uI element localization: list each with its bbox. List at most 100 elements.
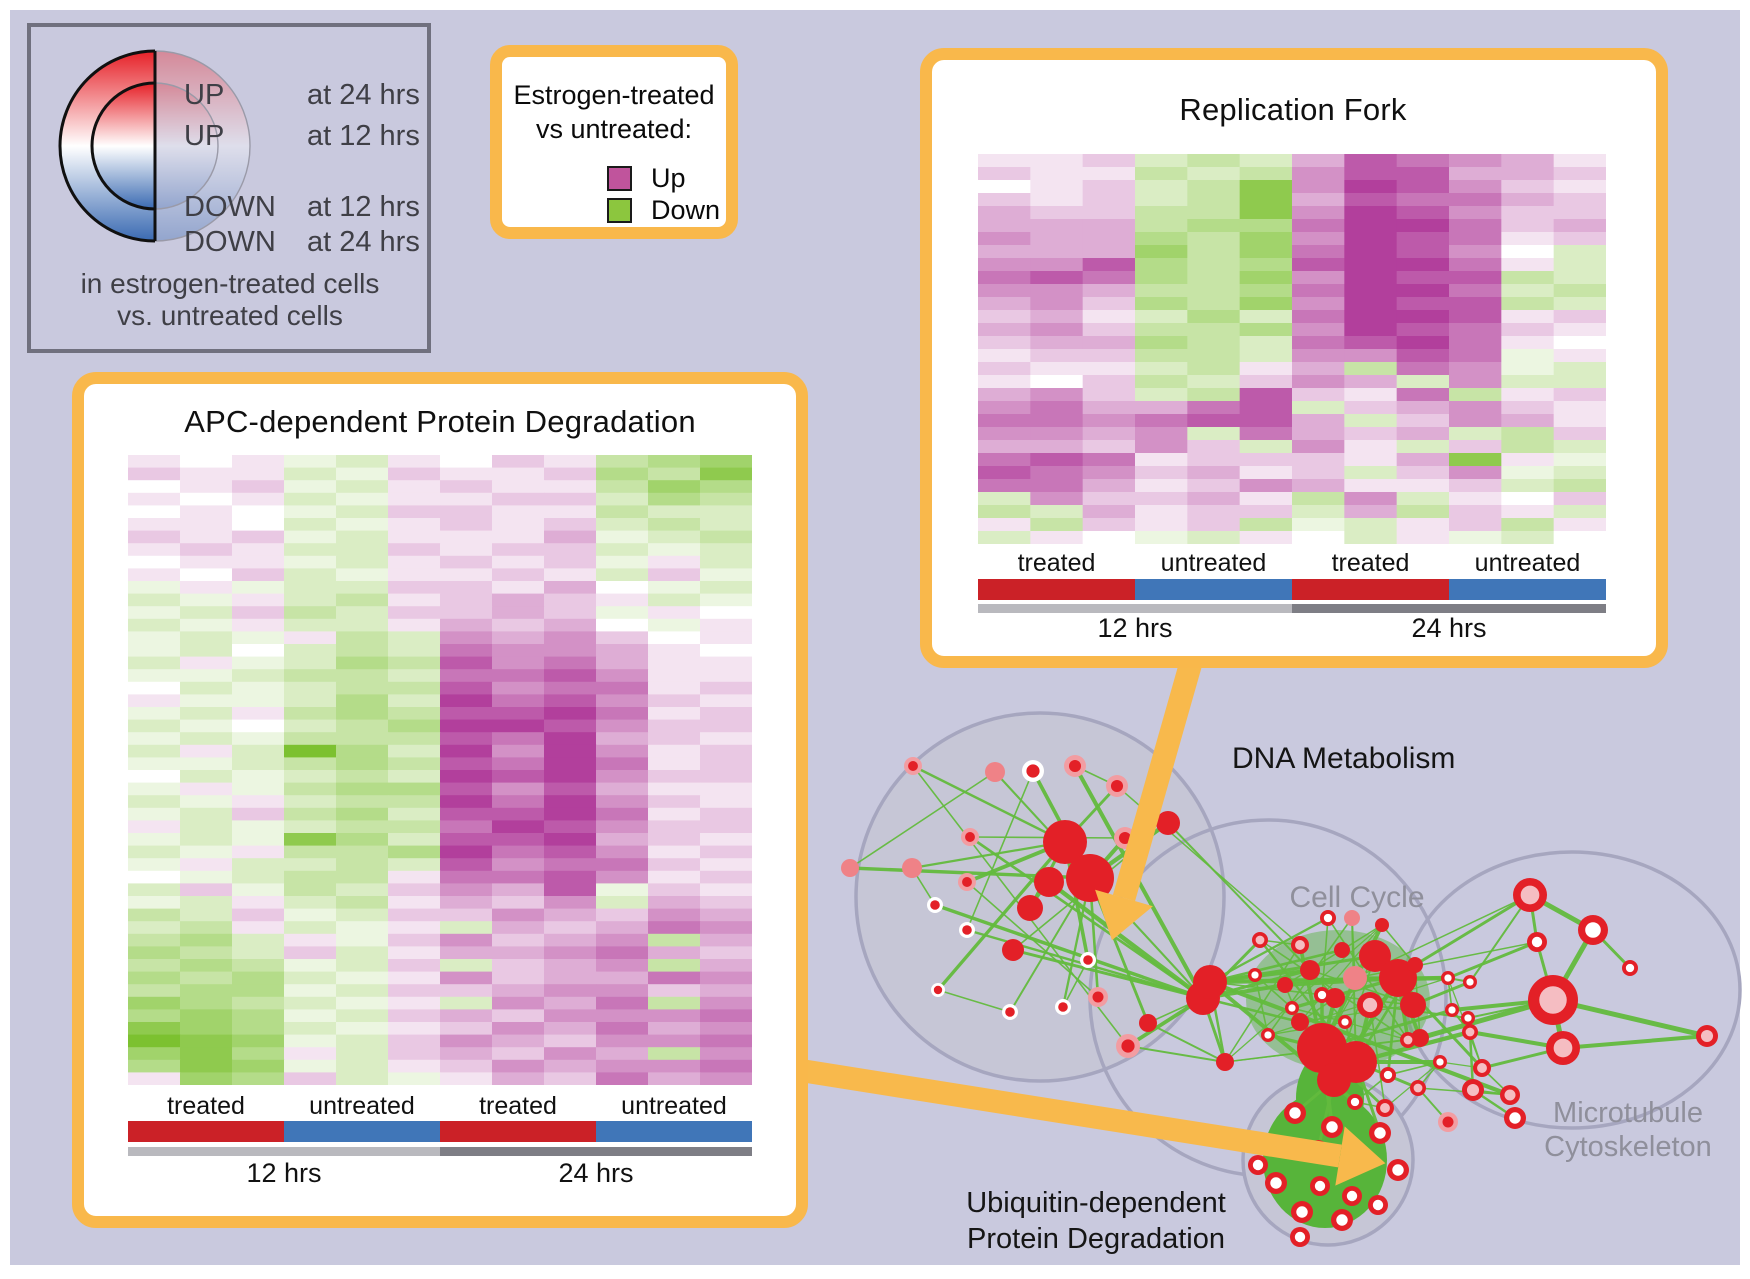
heatmap-cell	[596, 656, 649, 670]
heatmap-cell	[1187, 258, 1241, 272]
heatmap-cell	[544, 530, 597, 544]
heatmap-cell	[440, 984, 493, 998]
heatmap-cell	[180, 543, 233, 557]
heatmap-cell	[232, 1009, 285, 1023]
heatmap-cell	[336, 996, 389, 1010]
heatmap-cell	[492, 644, 545, 658]
heatmap-cell	[232, 694, 285, 708]
heatmap-cell	[284, 870, 337, 884]
heatmap-cell	[180, 631, 233, 645]
heatmap-cell	[700, 618, 752, 632]
heatmap-cell	[978, 388, 1031, 402]
estrogen-color-legend-box	[490, 45, 738, 239]
heatmap-cell	[1553, 440, 1606, 454]
heatmap-cell	[1135, 336, 1188, 350]
heatmap-cell	[1187, 180, 1241, 194]
heatmap-cell	[596, 669, 649, 683]
heatmap-cell	[336, 971, 389, 985]
heatmap-cell	[1082, 180, 1136, 194]
heatmap-cell	[1396, 505, 1450, 519]
heatmap-cell	[128, 883, 181, 897]
heatmap-cell	[1396, 219, 1450, 233]
heatmap-cell	[1187, 271, 1241, 285]
heatmap-cell	[648, 757, 701, 771]
heatmap-cell	[232, 921, 285, 935]
heatmap-cell	[284, 518, 337, 532]
heatmap-cell	[1082, 479, 1136, 493]
heatmap-cell	[1187, 401, 1241, 415]
heatmap-cell	[1082, 219, 1136, 233]
heatmap-cell	[700, 996, 752, 1010]
heatmap-cell	[1135, 466, 1188, 480]
heatmap-cell	[128, 782, 181, 796]
heatmap-cell	[1082, 492, 1136, 506]
heatmap-cell	[232, 996, 285, 1010]
heatmap-cell	[1396, 388, 1450, 402]
heatmap-cell	[1292, 492, 1345, 506]
heatmap-cell	[648, 933, 701, 947]
heatmap-cell	[1344, 154, 1398, 168]
heatmap-cell	[648, 593, 701, 607]
heatmap-cell	[1292, 193, 1345, 207]
heatmap-cell	[388, 833, 441, 847]
heatmap-cell	[978, 245, 1031, 259]
heatmap-cell	[284, 896, 337, 910]
heatmap-cell	[232, 606, 285, 620]
heatmap-cell	[544, 555, 597, 569]
heatmap-cell	[232, 833, 285, 847]
heatmap-cell	[544, 858, 597, 872]
heatmap-cell	[648, 996, 701, 1010]
apc-group-label-2: untreated	[309, 1092, 415, 1120]
heatmap-cell	[544, 744, 597, 758]
heatmap-cell	[128, 984, 181, 998]
heatmap-cell	[648, 732, 701, 746]
heatmap-cell	[596, 984, 649, 998]
heatmap-cell	[544, 732, 597, 746]
heatmap-cell	[1187, 505, 1241, 519]
up-color-swatch	[607, 166, 632, 191]
heatmap-cell	[1449, 518, 1502, 532]
heatmap-cell	[128, 1009, 181, 1023]
heatmap-cell	[336, 908, 389, 922]
heatmap-cell	[1396, 271, 1450, 285]
heatmap-cell	[388, 467, 441, 481]
heatmap-cell	[648, 883, 701, 897]
heatmap-cell	[492, 870, 545, 884]
heatmap-cell	[1449, 375, 1502, 389]
heatmap-cell	[1396, 531, 1450, 544]
heatmap-cell	[492, 505, 545, 519]
heatmap-cell	[492, 555, 545, 569]
heatmap-cell	[1082, 466, 1136, 480]
heatmap-cell	[700, 707, 752, 721]
heatmap-cell	[440, 770, 493, 784]
heatmap-cell	[1239, 362, 1293, 376]
heatmap-cell	[388, 782, 441, 796]
rep-group-label-2: untreated	[1160, 549, 1267, 577]
heatmap-cell	[388, 820, 441, 834]
heatmap-cell	[648, 606, 701, 620]
heatmap-cell	[128, 1047, 181, 1061]
heatmap-cell	[596, 681, 649, 695]
heatmap-cell	[440, 707, 493, 721]
heatmap-cell	[1030, 414, 1084, 428]
heatmap-cell	[1082, 388, 1136, 402]
heatmap-cell	[596, 530, 649, 544]
heatmap-cell	[1344, 310, 1398, 324]
heatmap-cell	[1239, 297, 1293, 311]
heatmap-cell	[336, 707, 389, 721]
heatmap-cell	[978, 479, 1031, 493]
heatmap-cell	[1396, 427, 1450, 441]
heatmap-cell	[492, 480, 545, 494]
heatmap-cell	[1187, 336, 1241, 350]
heatmap-cell	[232, 883, 285, 897]
heatmap-cell	[1082, 167, 1136, 181]
heatmap-cell	[1396, 466, 1450, 480]
heatmap-cell	[180, 870, 233, 884]
heatmap-cell	[492, 782, 545, 796]
heatmap-cell	[648, 530, 701, 544]
heatmap-cell	[440, 530, 493, 544]
heatmap-cell	[180, 1022, 233, 1036]
outer-circle-outline	[58, 49, 156, 243]
heatmap-cell	[700, 480, 752, 494]
heatmap-cell	[1239, 492, 1293, 506]
